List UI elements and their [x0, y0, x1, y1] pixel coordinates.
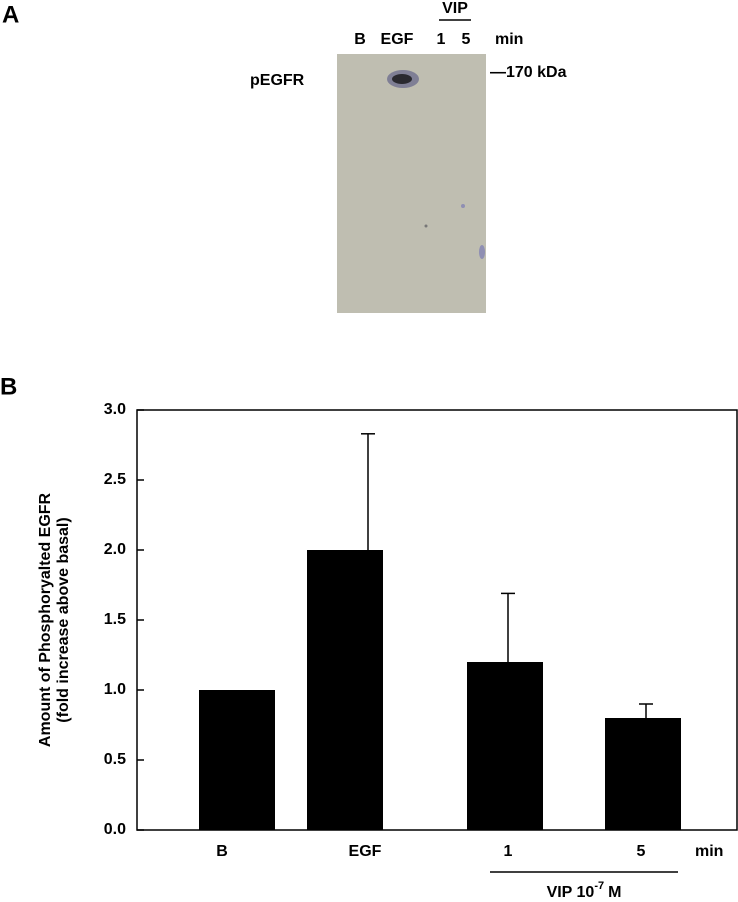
lane-label: EGF [381, 31, 414, 48]
blot-band-core [392, 74, 412, 84]
blot [337, 54, 486, 313]
y-tick-label: 0.0 [104, 821, 126, 838]
lane-label: 1 [437, 31, 446, 48]
y-tick-label: 2.0 [104, 541, 126, 558]
group-label-suffix: M [608, 884, 621, 901]
y-tick-label: 2.5 [104, 471, 126, 488]
panel-label: B [0, 373, 17, 400]
bar [199, 690, 275, 830]
x-tick-label: EGF [349, 843, 382, 860]
group-label-superscript: -7 [594, 880, 604, 892]
group-label-text: VIP 10 [547, 884, 595, 901]
x-tick-label: 5 [637, 843, 646, 860]
y-tick-label: 1.0 [104, 681, 126, 698]
group-label: VIP [442, 0, 468, 17]
blot-spot [424, 224, 428, 228]
panel-label: A [2, 1, 19, 28]
blot-spot [479, 245, 485, 259]
protein-label: pEGFR [250, 72, 305, 89]
y-tick-label: 3.0 [104, 401, 126, 418]
y-axis-title: Amount of Phosphoryalted EGFR [37, 492, 54, 747]
lane-label: B [354, 31, 366, 48]
x-tick-label: 1 [504, 843, 513, 860]
marker-label: —170 kDa [490, 64, 567, 81]
group-label: VIP 10-7 M [547, 880, 622, 901]
x-tick-label: B [216, 843, 228, 860]
x-unit: min [695, 843, 723, 860]
lane-label: 5 [462, 31, 471, 48]
unit-label: min [495, 31, 523, 48]
y-tick-label: 0.5 [104, 751, 126, 768]
blot-spot [461, 204, 465, 208]
y-axis-title: (fold increase above basal) [55, 517, 72, 722]
bar [605, 718, 681, 830]
bar [307, 550, 383, 830]
bar [467, 662, 543, 830]
y-tick-label: 1.5 [104, 611, 126, 628]
